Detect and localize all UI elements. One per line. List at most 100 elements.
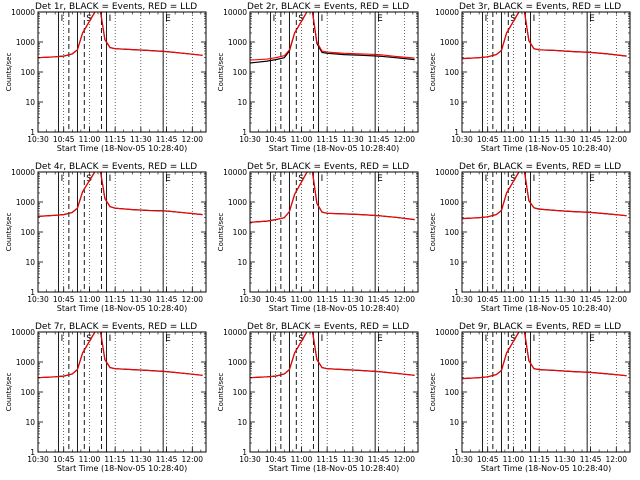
plot-frame — [461, 171, 631, 293]
marker-letter: I — [109, 174, 112, 184]
x-axis-label: Start Time (18-Nov-05 10:28:40) — [57, 304, 187, 313]
plot-frame — [37, 171, 207, 293]
lld-series-line — [250, 332, 415, 379]
x-axis-label: Start Time (18-Nov-05 10:28:40) — [481, 464, 611, 473]
marker-letter: E — [165, 14, 171, 24]
plot-frame — [461, 11, 631, 133]
x-tick-label: 11:30 — [130, 135, 152, 144]
x-tick-label: 11:15 — [104, 135, 126, 144]
y-axis-label: Counts/sec — [217, 53, 225, 92]
lld-series-line — [38, 332, 203, 379]
marker-letter: I — [321, 334, 324, 344]
x-tick-label: 11:45 — [580, 295, 602, 304]
x-tick-label: 10:45 — [265, 135, 287, 144]
y-tick-label: 1000 — [228, 38, 247, 47]
y-tick-label: 1000 — [440, 38, 459, 47]
y-tick-label: 10000 — [435, 328, 459, 337]
y-tick-label: 10000 — [223, 8, 247, 17]
x-tick-label: 10:45 — [53, 455, 75, 464]
x-tick-label: 11:30 — [342, 135, 364, 144]
y-axis-label: Counts/sec — [217, 373, 225, 412]
marker-letter: E — [589, 174, 595, 184]
marker-letter: I — [61, 14, 64, 24]
x-tick-label: 11:45 — [156, 295, 178, 304]
y-tick-label: 1 — [454, 288, 459, 297]
marker-letter: S — [86, 14, 92, 24]
x-tick-label: 11:15 — [316, 295, 338, 304]
plot-frame — [37, 11, 207, 133]
plot-frame — [249, 171, 419, 293]
x-tick-label: 12:00 — [181, 135, 203, 144]
y-tick-label: 100 — [21, 68, 36, 77]
marker-letter: S — [510, 14, 516, 24]
lld-series-line — [462, 172, 627, 220]
x-tick-label: 12:00 — [181, 295, 203, 304]
plot-frame — [461, 331, 631, 453]
x-tick-label: 11:30 — [342, 455, 364, 464]
x-tick-label: 11:45 — [580, 135, 602, 144]
y-axis-label: Counts/sec — [5, 53, 13, 92]
y-tick-label: 100 — [233, 228, 248, 237]
marker-letter: I — [61, 174, 64, 184]
x-tick-label: 10:30 — [27, 135, 49, 144]
x-tick-label: 11:15 — [104, 295, 126, 304]
marker-letter: E — [165, 174, 171, 184]
y-tick-label: 10 — [449, 418, 459, 427]
x-tick-label: 11:15 — [528, 295, 550, 304]
x-tick-label: 10:30 — [451, 455, 473, 464]
marker-letter: I — [485, 14, 488, 24]
y-tick-label: 10 — [25, 418, 35, 427]
marker-letter: S — [510, 174, 516, 184]
x-tick-label: 11:45 — [580, 455, 602, 464]
y-axis-label: Counts/sec — [429, 373, 437, 412]
x-tick-label: 12:00 — [181, 455, 203, 464]
y-tick-label: 10 — [25, 258, 35, 267]
y-tick-label: 100 — [21, 388, 36, 397]
marker-letter: I — [533, 14, 536, 24]
x-tick-label: 10:45 — [265, 455, 287, 464]
y-tick-label: 10000 — [11, 328, 35, 337]
x-tick-label: 11:30 — [130, 295, 152, 304]
y-tick-label: 10 — [449, 98, 459, 107]
x-tick-label: 11:15 — [528, 455, 550, 464]
marker-letter: I — [273, 334, 276, 344]
y-tick-label: 1000 — [440, 198, 459, 207]
y-tick-label: 1000 — [228, 198, 247, 207]
marker-letter: S — [298, 174, 304, 184]
panel-title: Det 8r, BLACK = Events, RED = LLD — [247, 322, 409, 332]
y-axis-label: Counts/sec — [429, 213, 437, 252]
x-tick-label: 11:00 — [79, 295, 101, 304]
x-tick-label: 12:00 — [605, 135, 627, 144]
marker-letter: I — [533, 174, 536, 184]
panel-title: Det 4r, BLACK = Events, RED = LLD — [35, 162, 197, 172]
x-tick-label: 10:45 — [53, 135, 75, 144]
y-tick-label: 10000 — [435, 8, 459, 17]
y-tick-label: 100 — [445, 228, 460, 237]
x-tick-label: 10:30 — [27, 455, 49, 464]
y-axis-label: Counts/sec — [429, 53, 437, 92]
y-tick-label: 100 — [445, 68, 460, 77]
marker-letter: S — [86, 334, 92, 344]
plot-frame — [249, 11, 419, 133]
x-tick-label: 11:00 — [503, 135, 525, 144]
marker-letter: I — [109, 334, 112, 344]
y-tick-label: 100 — [233, 68, 248, 77]
y-tick-label: 1000 — [16, 38, 35, 47]
x-tick-label: 11:30 — [342, 295, 364, 304]
x-axis-label: Start Time (18-Nov-05 10:28:40) — [57, 464, 187, 473]
marker-letter: I — [273, 174, 276, 184]
x-tick-label: 10:45 — [477, 455, 499, 464]
x-tick-label: 11:00 — [503, 295, 525, 304]
x-axis-label: Start Time (18-Nov-05 10:28:40) — [269, 144, 399, 153]
x-tick-label: 11:45 — [156, 135, 178, 144]
x-tick-label: 10:30 — [239, 455, 261, 464]
marker-letter: S — [510, 334, 516, 344]
marker-letter: S — [298, 334, 304, 344]
y-tick-label: 1 — [242, 128, 247, 137]
plot-frame — [37, 331, 207, 453]
y-tick-label: 1 — [242, 448, 247, 457]
